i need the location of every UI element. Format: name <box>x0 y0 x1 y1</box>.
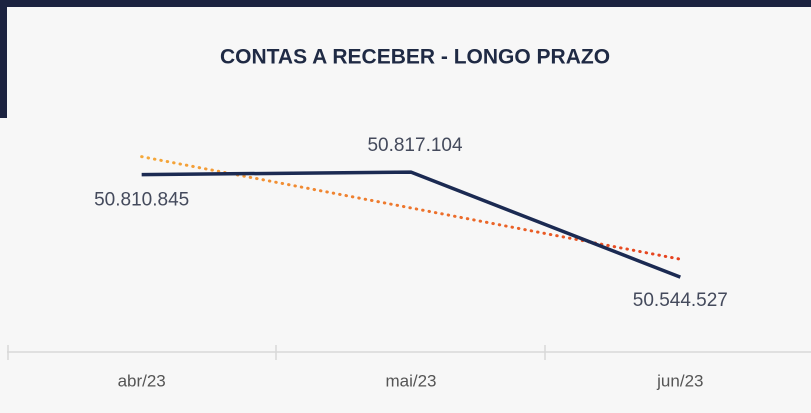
data-label: 50.810.845 <box>94 190 189 211</box>
x-tick-label: jun/23 <box>656 371 703 390</box>
chart-title: CONTAS A RECEBER - LONGO PRAZO <box>220 46 610 69</box>
series-line <box>141 170 681 279</box>
data-label: 50.817.104 <box>367 135 463 156</box>
data-label: 50.544.527 <box>633 290 728 311</box>
top-band <box>0 0 811 7</box>
side-band <box>0 0 7 118</box>
x-tick-label: mai/23 <box>385 371 436 390</box>
x-tick-label: abr/23 <box>118 371 166 390</box>
